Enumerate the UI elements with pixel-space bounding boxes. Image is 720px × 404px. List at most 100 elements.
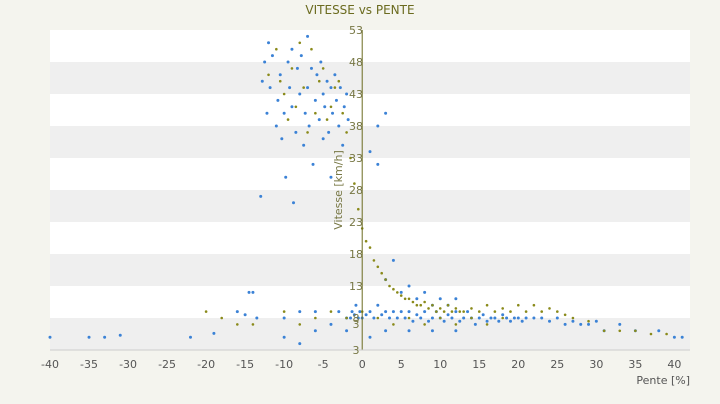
data-point [399, 290, 403, 294]
data-point [618, 329, 622, 333]
data-point [310, 47, 313, 51]
data-point [579, 322, 583, 326]
data-point [442, 310, 446, 313]
data-point [282, 111, 286, 115]
data-point [333, 86, 337, 89]
data-point [501, 307, 504, 310]
data-point [331, 111, 335, 115]
data-point [290, 67, 294, 70]
data-point [532, 303, 536, 307]
data-point [454, 329, 458, 333]
x-tick-label: -15 [236, 358, 254, 371]
data-point [267, 73, 270, 77]
grid-band [50, 254, 690, 286]
data-point [524, 310, 528, 313]
data-point [505, 316, 509, 320]
data-point [563, 322, 567, 326]
data-point [587, 319, 590, 323]
data-point [493, 316, 497, 320]
data-point [274, 124, 278, 128]
data-point [649, 332, 653, 336]
data-point [407, 310, 411, 314]
grid-band [50, 94, 690, 126]
data-point [556, 310, 559, 313]
data-point [407, 284, 411, 288]
y-tick-label: 8 [353, 312, 360, 325]
x-tick-label: 40 [667, 358, 681, 371]
data-point [350, 310, 354, 314]
x-tick-label: -10 [275, 358, 293, 371]
data-point [470, 316, 473, 320]
data-point [462, 316, 466, 320]
data-point [618, 322, 622, 326]
data-point [548, 319, 552, 323]
data-point [520, 319, 524, 323]
data-point [430, 329, 434, 333]
data-point [423, 323, 426, 326]
data-point [290, 47, 294, 51]
data-point [325, 79, 329, 83]
data-point [481, 313, 485, 317]
data-point [235, 310, 239, 314]
data-point [288, 86, 292, 90]
data-point [356, 316, 360, 320]
data-point [512, 316, 516, 320]
data-point [342, 105, 346, 109]
x-tick-label: 5 [398, 358, 405, 371]
data-point [411, 319, 415, 323]
data-point [454, 310, 458, 314]
data-point [450, 310, 454, 313]
data-point [333, 73, 337, 77]
data-point [411, 300, 415, 304]
data-point [306, 131, 309, 134]
data-point [268, 86, 272, 90]
data-point [302, 86, 305, 89]
y-tick-label: 23 [349, 216, 363, 229]
data-point [251, 290, 255, 294]
data-point [294, 130, 298, 134]
data-point [247, 290, 251, 294]
data-point [259, 194, 263, 198]
x-tick-label: 20 [511, 358, 525, 371]
data-point [372, 259, 376, 262]
data-point [430, 316, 434, 320]
grid-band [50, 222, 690, 254]
data-point [356, 207, 360, 211]
data-point [501, 313, 505, 317]
data-point [349, 156, 352, 160]
grid-band [50, 126, 690, 158]
data-point [399, 310, 403, 314]
x-tick-label: 10 [433, 358, 447, 371]
data-point [299, 54, 303, 58]
data-point [391, 258, 395, 262]
data-point [267, 41, 271, 45]
data-point [587, 322, 591, 326]
data-point [286, 60, 290, 64]
data-point [364, 239, 368, 243]
data-point [376, 162, 380, 166]
grid-band [50, 318, 690, 350]
data-point [341, 111, 344, 115]
x-tick-label: -20 [197, 358, 215, 371]
data-point [345, 329, 349, 333]
data-point [466, 310, 470, 314]
data-point [345, 131, 348, 134]
data-point [462, 310, 465, 313]
y-axis-bottom-label: 3 [353, 344, 360, 357]
data-point [323, 105, 327, 109]
data-point [346, 118, 350, 122]
data-point [327, 130, 331, 134]
data-point [348, 316, 352, 320]
data-point [680, 335, 684, 339]
data-point [392, 287, 395, 291]
y-tick-label: 28 [349, 184, 363, 197]
data-point [399, 294, 403, 297]
data-point [337, 310, 341, 314]
y-tick-label: 38 [349, 120, 363, 133]
data-point [298, 323, 302, 326]
data-point [103, 335, 107, 339]
data-point [435, 310, 438, 313]
data-point [282, 335, 286, 339]
data-point [276, 98, 280, 102]
